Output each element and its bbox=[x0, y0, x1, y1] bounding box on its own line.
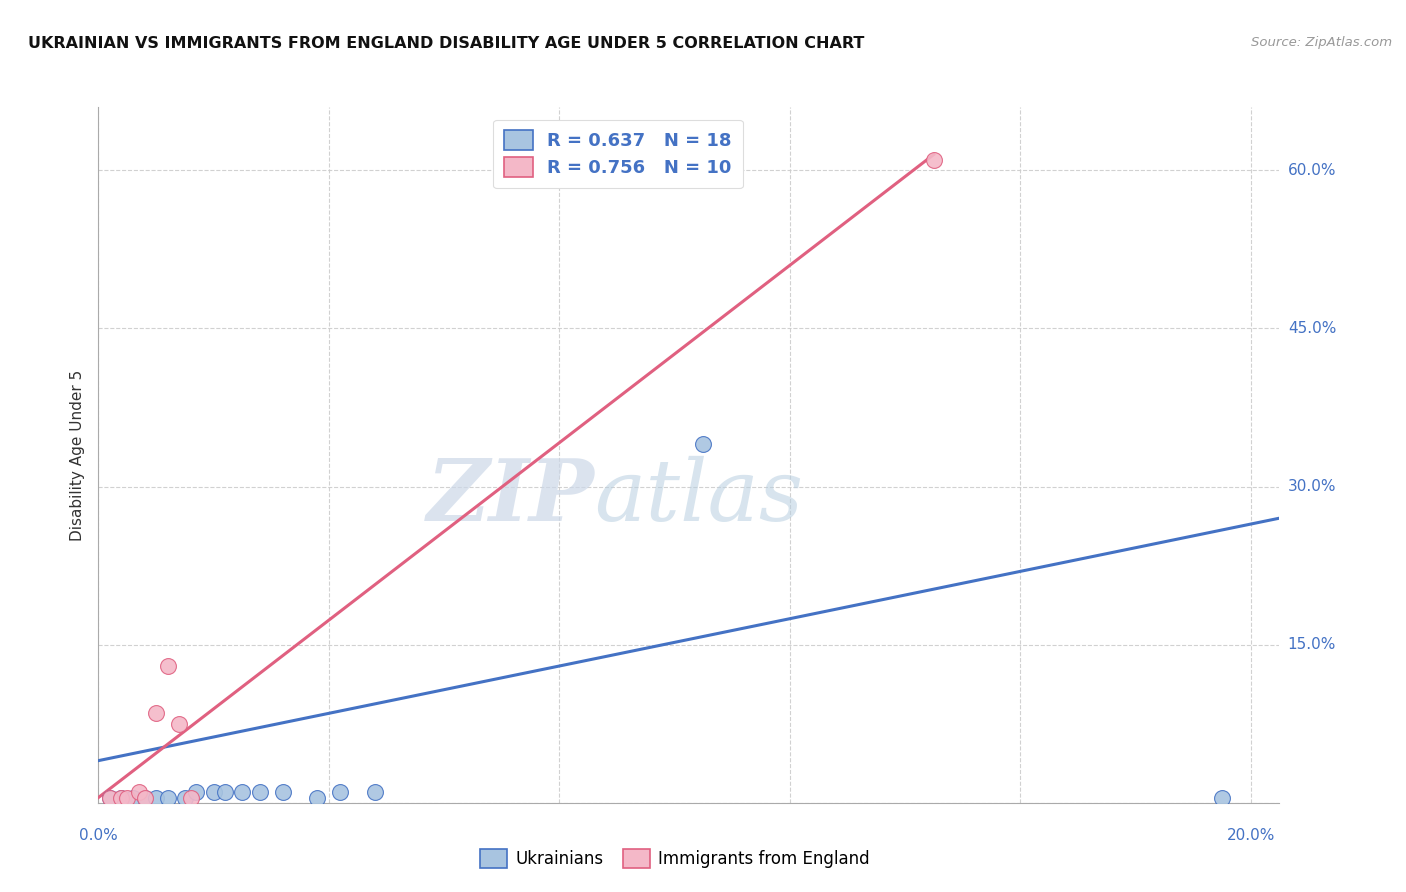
Text: UKRAINIAN VS IMMIGRANTS FROM ENGLAND DISABILITY AGE UNDER 5 CORRELATION CHART: UKRAINIAN VS IMMIGRANTS FROM ENGLAND DIS… bbox=[28, 36, 865, 51]
Point bbox=[145, 706, 167, 721]
Y-axis label: Disability Age Under 5: Disability Age Under 5 bbox=[70, 369, 86, 541]
Point bbox=[214, 785, 236, 799]
Point bbox=[145, 790, 167, 805]
Point bbox=[110, 790, 132, 805]
Point bbox=[231, 785, 253, 799]
Point bbox=[173, 790, 195, 805]
Point bbox=[307, 790, 329, 805]
Point bbox=[167, 716, 190, 731]
Text: 60.0%: 60.0% bbox=[1288, 163, 1336, 178]
Point bbox=[186, 785, 208, 799]
Point bbox=[180, 790, 202, 805]
Point bbox=[249, 785, 271, 799]
Point bbox=[922, 153, 945, 167]
Point bbox=[271, 785, 294, 799]
Point bbox=[134, 790, 156, 805]
Legend: Ukrainians, Immigrants from England: Ukrainians, Immigrants from England bbox=[474, 843, 876, 875]
Point bbox=[128, 785, 150, 799]
Point bbox=[692, 437, 714, 451]
Text: 45.0%: 45.0% bbox=[1288, 321, 1336, 336]
Point bbox=[110, 790, 132, 805]
Point bbox=[98, 790, 121, 805]
Text: atlas: atlas bbox=[595, 455, 804, 538]
Text: 0.0%: 0.0% bbox=[79, 828, 118, 843]
Point bbox=[122, 790, 145, 805]
Point bbox=[1211, 790, 1233, 805]
Point bbox=[202, 785, 225, 799]
Text: Source: ZipAtlas.com: Source: ZipAtlas.com bbox=[1251, 36, 1392, 49]
Text: 30.0%: 30.0% bbox=[1288, 479, 1336, 494]
Text: 15.0%: 15.0% bbox=[1288, 637, 1336, 652]
Point bbox=[98, 790, 121, 805]
Point bbox=[156, 790, 179, 805]
Text: ZIP: ZIP bbox=[426, 455, 595, 539]
Point bbox=[329, 785, 352, 799]
Point bbox=[115, 790, 138, 805]
Point bbox=[364, 785, 387, 799]
Text: 20.0%: 20.0% bbox=[1226, 828, 1275, 843]
Point bbox=[134, 790, 156, 805]
Point bbox=[156, 658, 179, 673]
Legend: R = 0.637   N = 18, R = 0.756   N = 10: R = 0.637 N = 18, R = 0.756 N = 10 bbox=[494, 120, 742, 188]
